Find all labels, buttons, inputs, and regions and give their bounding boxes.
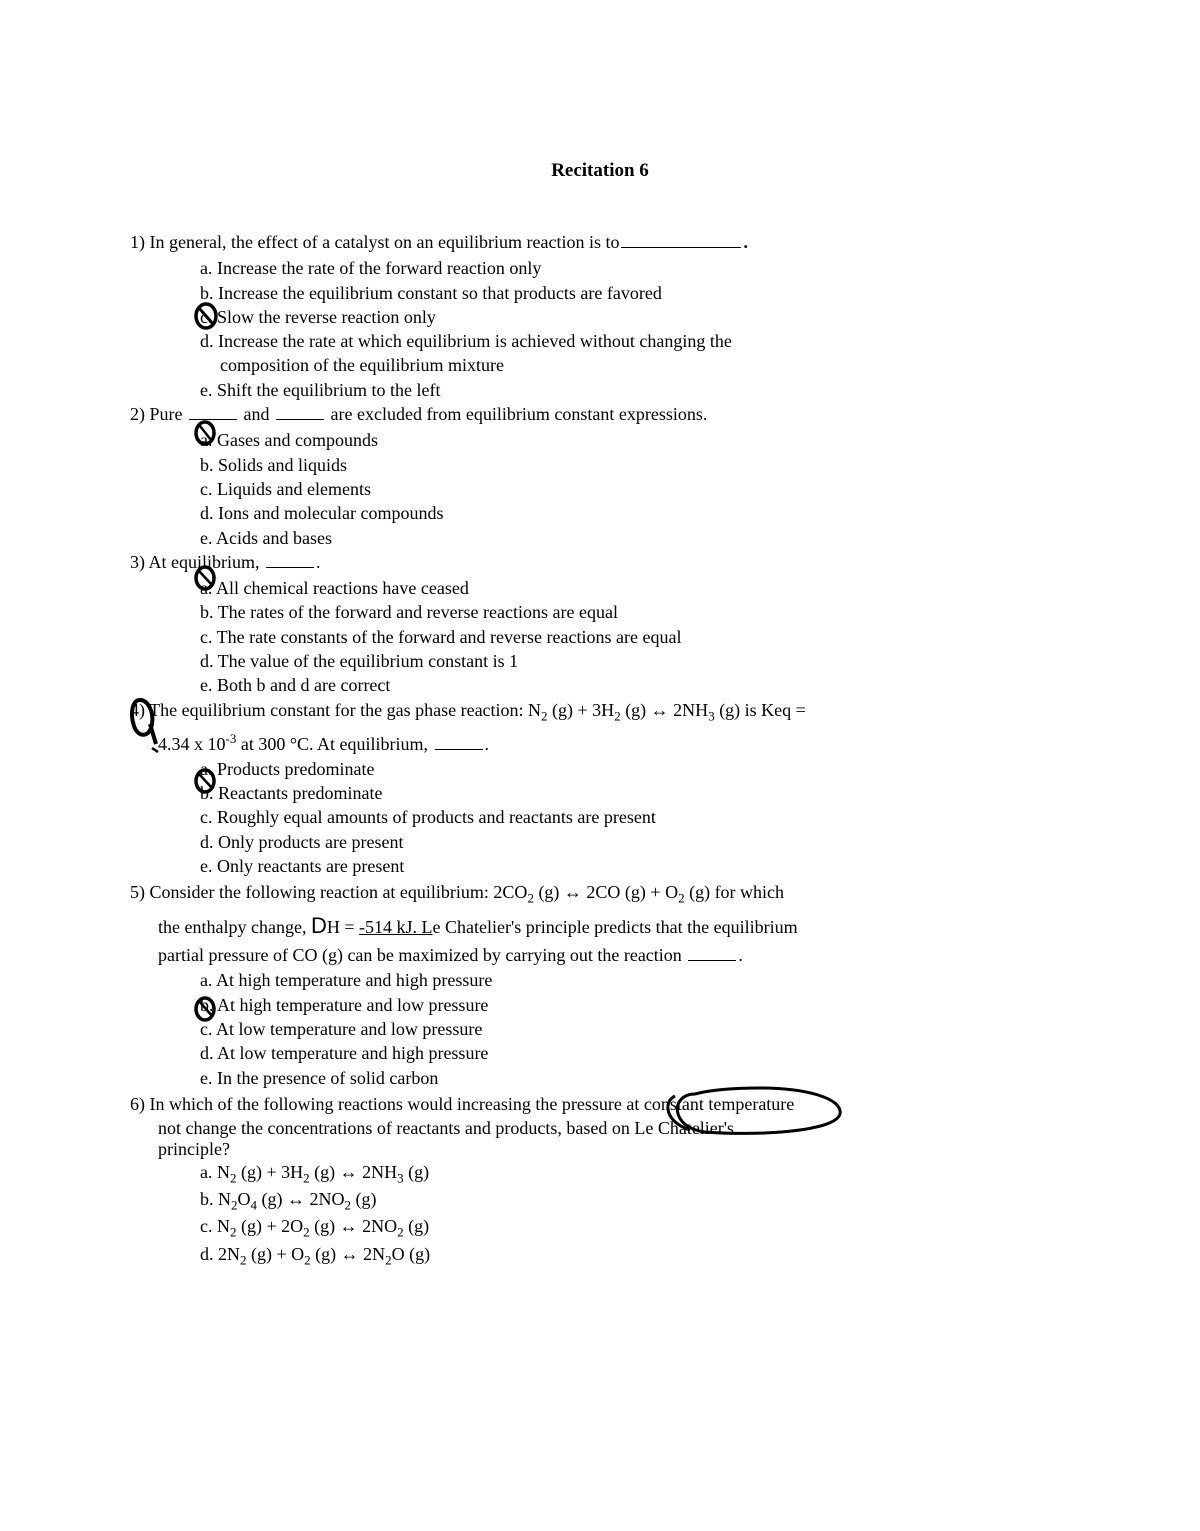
q5-opt-b: b. At high temperature and low pressure <box>200 993 1070 1017</box>
question-3: 3) At equilibrium, . <box>130 550 1070 574</box>
blank <box>189 419 237 420</box>
q5-l2a: the enthalpy change, <box>158 917 311 937</box>
delta-icon: D <box>311 913 327 938</box>
q3-opt-d: d. The value of the equilibrium constant… <box>200 649 1070 673</box>
q1-opt-b: b. Increase the equilibrium constant so … <box>200 281 1070 305</box>
q6-opt-d: d. 2N2 (g) + O2 (g) ↔ 2N2O (g) <box>200 1242 1070 1269</box>
q5-l2c: -514 kJ. L <box>359 917 433 937</box>
q4-l2a: 4.34 x 10 <box>158 734 226 754</box>
q5-line3: partial pressure of CO (g) can be maximi… <box>130 945 1070 966</box>
q5-l2b: H = <box>327 917 359 937</box>
q1-opt-d: d. Increase the rate at which equilibriu… <box>200 329 1070 378</box>
blank <box>688 960 736 961</box>
q4-opt-e: e. Only reactants are present <box>200 854 1070 878</box>
q1-opt-d-line1: d. Increase the rate at which equilibriu… <box>200 331 732 351</box>
q2-options: a. Gases and compounds b. Solids and liq… <box>130 428 1070 549</box>
q6-options: a. N2 (g) + 3H2 (g) ↔ 2NH3 (g) b. N2O4 (… <box>130 1160 1070 1269</box>
q4-opt-a: a. Products predominate <box>200 757 1070 781</box>
q5-options: a. At high temperature and high pressure… <box>130 968 1070 1089</box>
q5-s1: 5) Consider the following reaction at eq… <box>130 882 527 902</box>
q1-opt-c: c. Slow the reverse reaction only <box>200 305 1070 329</box>
q2-opt-c: c. Liquids and elements <box>200 477 1070 501</box>
q4-line2: 4.34 x 10-3 at 300 °C. At equilibrium, . <box>130 731 1070 755</box>
q4-l2b: at 300 °C. At equilibrium, <box>236 734 432 754</box>
q6-s1: 6) In which of the following reactions w… <box>130 1094 794 1114</box>
q5-opt-d: d. At low temperature and high pressure <box>200 1041 1070 1065</box>
question-1: 1) In general, the effect of a catalyst … <box>130 230 1070 254</box>
q5-s2: (g) ↔ 2CO (g) + O <box>534 882 678 902</box>
q4-s1: 4) The equilibrium constant for the gas … <box>130 700 541 720</box>
document-page: Recitation 6 1) In general, the effect o… <box>0 0 1200 1329</box>
question-6: 6) In which of the following reactions w… <box>130 1092 1070 1116</box>
q2-opt-b: b. Solids and liquids <box>200 453 1070 477</box>
q1-stem: 1) In general, the effect of a catalyst … <box>130 232 619 252</box>
q6-opt-a: a. N2 (g) + 3H2 (g) ↔ 2NH3 (g) <box>200 1160 1070 1187</box>
blank <box>276 419 324 420</box>
q5-opt-c: c. At low temperature and low pressure <box>200 1017 1070 1041</box>
q5-period: . <box>738 945 743 965</box>
blank <box>435 749 483 750</box>
q4-opt-c: c. Roughly equal amounts of products and… <box>200 805 1070 829</box>
q5-opt-e: e. In the presence of solid carbon <box>200 1066 1070 1090</box>
q6-opt-c: c. N2 (g) + 2O2 (g) ↔ 2NO2 (g) <box>200 1214 1070 1241</box>
q4-s3: (g) ↔ 2NH <box>621 700 709 720</box>
q3-period: . <box>316 552 321 572</box>
q4-period: . <box>485 734 490 754</box>
q4-opt-d: d. Only products are present <box>200 830 1070 854</box>
q6-line2: not change the concentrations of reactan… <box>130 1118 1070 1139</box>
blank <box>621 247 741 248</box>
q4-s2: (g) + 3H <box>548 700 615 720</box>
q2-stem-1: 2) Pure <box>130 404 187 424</box>
q2-opt-a: a. Gases and compounds <box>200 428 1070 452</box>
q1-opt-d-line2: composition of the equilibrium mixture <box>200 353 1070 377</box>
q5-l3a: partial pressure of CO (g) can be maximi… <box>158 945 686 965</box>
q4-opt-b: b. Reactants predominate <box>200 781 1070 805</box>
q6-line3: principle? <box>130 1139 1070 1160</box>
q1-options: a. Increase the rate of the forward reac… <box>130 256 1070 402</box>
q3-options: a. All chemical reactions have ceased b.… <box>130 576 1070 697</box>
q5-line2: the enthalpy change, DH = -514 kJ. Le Ch… <box>130 913 1070 939</box>
q3-opt-c: c. The rate constants of the forward and… <box>200 625 1070 649</box>
q3-opt-b: b. The rates of the forward and reverse … <box>200 600 1070 624</box>
question-4: 4) The equilibrium constant for the gas … <box>130 698 1070 725</box>
q3-stem: 3) At equilibrium, <box>130 552 264 572</box>
q2-opt-d: d. Ions and molecular compounds <box>200 501 1070 525</box>
page-title: Recitation 6 <box>130 160 1070 182</box>
q3-opt-a: a. All chemical reactions have ceased <box>200 576 1070 600</box>
q4-options: a. Products predominate b. Reactants pre… <box>130 757 1070 878</box>
q2-stem-3: are excluded from equilibrium constant e… <box>326 404 707 424</box>
q1-opt-a: a. Increase the rate of the forward reac… <box>200 256 1070 280</box>
q4-s4: (g) is Keq = <box>715 700 806 720</box>
q3-opt-e: e. Both b and d are correct <box>200 673 1070 697</box>
q5-opt-a: a. At high temperature and high pressure <box>200 968 1070 992</box>
question-5: 5) Consider the following reaction at eq… <box>130 880 1070 907</box>
question-2: 2) Pure and are excluded from equilibriu… <box>130 402 1070 426</box>
q2-stem-2: and <box>239 404 274 424</box>
q1-opt-e: e. Shift the equilibrium to the left <box>200 378 1070 402</box>
q5-s3: (g) for which <box>685 882 784 902</box>
q2-opt-e: e. Acids and bases <box>200 526 1070 550</box>
blank <box>266 567 314 568</box>
q6-opt-b: b. N2O4 (g) ↔ 2NO2 (g) <box>200 1187 1070 1214</box>
q5-l2d: e Chatelier's principle predicts that th… <box>433 917 798 937</box>
